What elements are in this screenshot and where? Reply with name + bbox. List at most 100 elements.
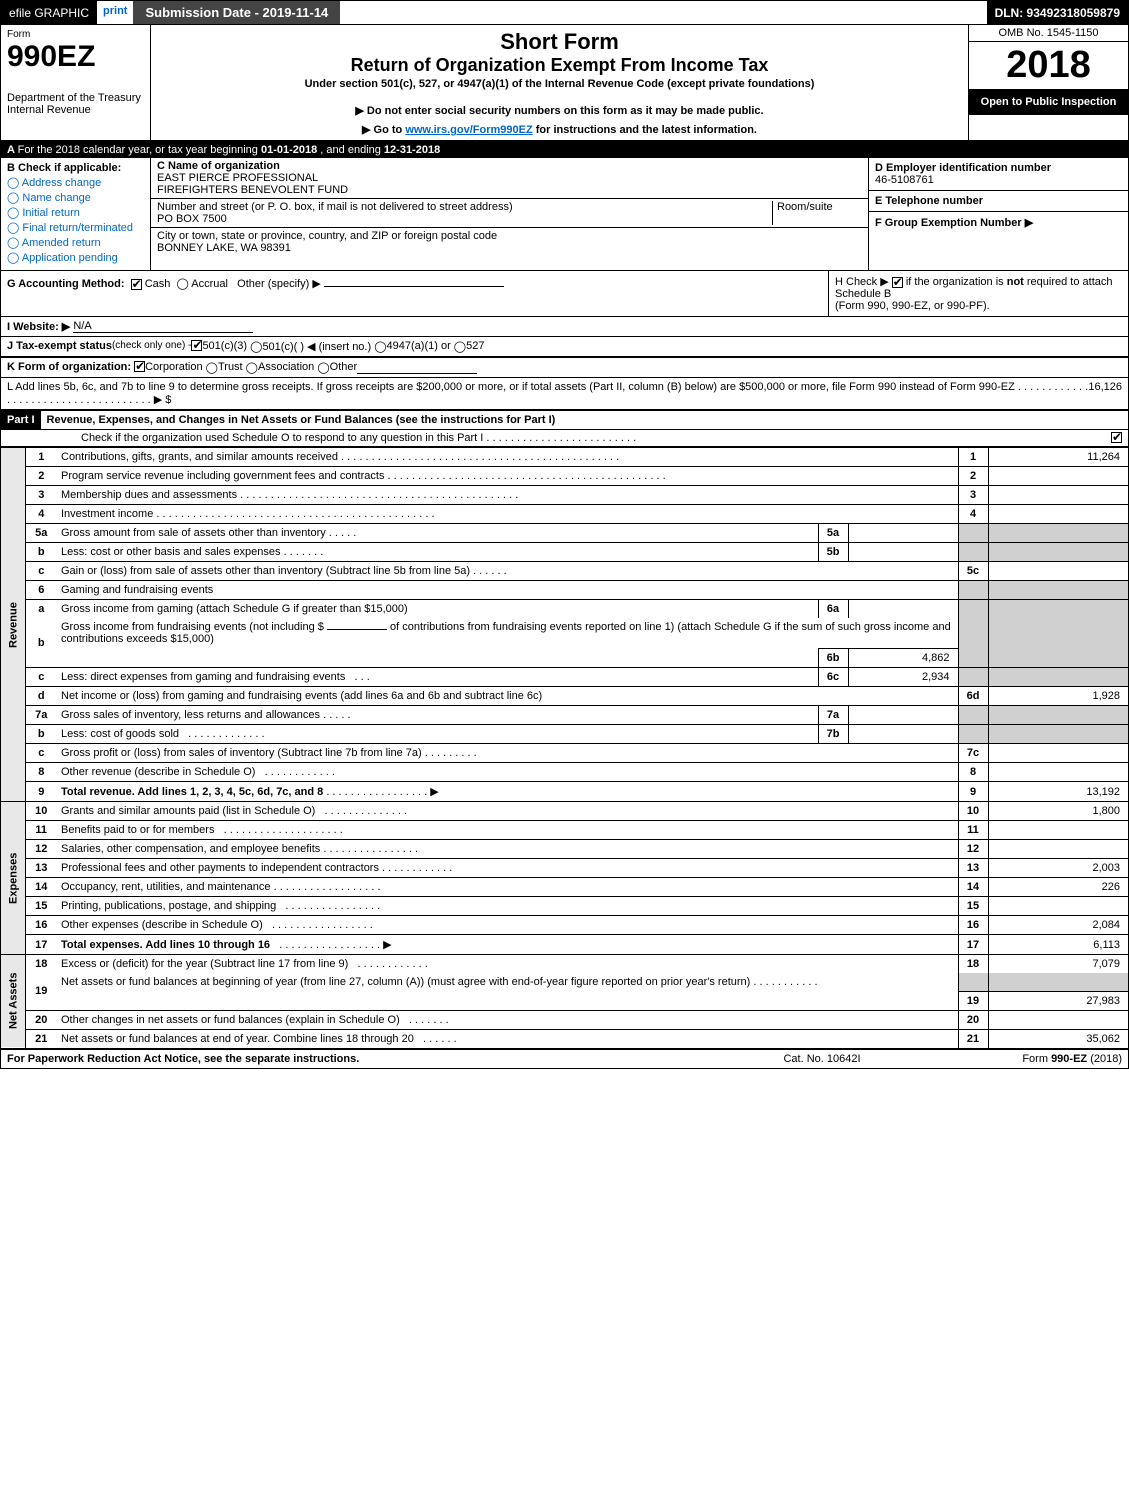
l9-desc: Total revenue. Add lines 1, 2, 3, 4, 5c,… [61, 786, 323, 798]
row-19b: 19 27,983 [1, 991, 1128, 1010]
row-5b: b Less: cost or other basis and sales ex… [1, 543, 1128, 562]
l18-no: 18 [25, 955, 57, 974]
vlabel-netassets: Net Assets [1, 955, 25, 1048]
l17-no: 17 [25, 935, 57, 955]
l11-box: 11 [958, 821, 988, 840]
l8-box: 8 [958, 763, 988, 782]
j-row: J Tax-exempt status (check only one) - 5… [1, 336, 1128, 356]
f-row: F Group Exemption Number ▶ [869, 212, 1128, 233]
k-corp: Corporation [145, 361, 202, 374]
form-header: Form 990EZ Department of the Treasury In… [1, 25, 1128, 142]
l19-box: 19 [958, 991, 988, 1010]
title-return: Return of Organization Exempt From Incom… [159, 55, 960, 76]
l7c-amt [988, 744, 1128, 763]
l7a-greybox [958, 706, 988, 725]
i-row: I Website: ▶ N/A [1, 317, 1128, 336]
footer-right-pre: Form [1022, 1053, 1051, 1065]
l7a-greyamt [988, 706, 1128, 725]
row-20: 20 Other changes in net assets or fund b… [1, 1010, 1128, 1029]
h-cell: H Check ▶ if the organization is not req… [828, 271, 1128, 316]
l5b-greybox [958, 543, 988, 562]
header-center: Short Form Return of Organization Exempt… [151, 25, 968, 140]
l4-desc: Investment income [61, 508, 153, 520]
l9-box: 9 [958, 782, 988, 802]
chk-name-change-label: Name change [22, 192, 91, 204]
l6b-no: b [25, 618, 57, 668]
l19-no: 19 [25, 973, 57, 1010]
l14-amt: 226 [988, 878, 1128, 897]
l6b-amount-field[interactable] [327, 629, 387, 630]
footer: For Paperwork Reduction Act Notice, see … [1, 1048, 1128, 1068]
row-9: 9 Total revenue. Add lines 1, 2, 3, 4, 5… [1, 782, 1128, 802]
row-6a: a Gross income from gaming (attach Sched… [1, 600, 1128, 619]
l6d-amt: 1,928 [988, 687, 1128, 706]
l3-desc: Membership dues and assessments [61, 489, 237, 501]
l10-amt: 1,800 [988, 802, 1128, 821]
row-5c: c Gain or (loss) from sale of assets oth… [1, 562, 1128, 581]
chk-schedule-o[interactable] [1111, 432, 1122, 443]
l17-box: 17 [958, 935, 988, 955]
k-label: K Form of organization: [7, 361, 131, 374]
l1-amt: 11,264 [988, 448, 1128, 467]
period-mid: , and ending [317, 144, 384, 156]
l12-desc: Salaries, other compensation, and employ… [61, 843, 320, 855]
l3-no: 3 [25, 486, 57, 505]
l8-amt [988, 763, 1128, 782]
chk-application-pending[interactable]: ◯ Application pending [7, 251, 144, 264]
period-row: A For the 2018 calendar year, or tax yea… [1, 142, 1128, 158]
efile-label: efile GRAPHIC [1, 1, 97, 24]
k-other-field[interactable] [357, 361, 477, 374]
l5b-sub: 5b [818, 543, 848, 562]
col-def: D Employer identification number 46-5108… [868, 158, 1128, 270]
c-addr-row: Number and street (or P. O. box, if mail… [151, 199, 868, 228]
l8-no: 8 [25, 763, 57, 782]
l5c-no: c [25, 562, 57, 581]
l18-amt: 7,079 [988, 955, 1128, 974]
l12-no: 12 [25, 840, 57, 859]
row-16: 16 Other expenses (describe in Schedule … [1, 916, 1128, 935]
period-begin: 01-01-2018 [261, 144, 317, 156]
row-6d: d Net income or (loss) from gaming and f… [1, 687, 1128, 706]
chk-final-return[interactable]: ◯ Final return/terminated [7, 221, 144, 234]
l6d-desc: Net income or (loss) from gaming and fun… [61, 690, 542, 702]
row-14: 14 Occupancy, rent, utilities, and maint… [1, 878, 1128, 897]
l5a-desc: Gross amount from sale of assets other t… [61, 527, 326, 539]
chk-corporation[interactable] [134, 361, 145, 372]
l1-box: 1 [958, 448, 988, 467]
l15-no: 15 [25, 897, 57, 916]
chk-501c3[interactable] [191, 340, 202, 351]
chk-amended-return[interactable]: ◯ Amended return [7, 236, 144, 249]
l2-no: 2 [25, 467, 57, 486]
b-heading: B Check if applicable: [7, 162, 144, 174]
org-address: PO BOX 7500 [157, 213, 772, 225]
chk-address-change[interactable]: ◯ Address change [7, 176, 144, 189]
row-10: Expenses 10 Grants and similar amounts p… [1, 802, 1128, 821]
l11-no: 11 [25, 821, 57, 840]
org-name-1: EAST PIERCE PROFESSIONAL [157, 172, 862, 184]
l6b-greyamt2 [988, 649, 1128, 668]
l5a-greyamt [988, 524, 1128, 543]
l3-amt [988, 486, 1128, 505]
irs-link[interactable]: www.irs.gov/Form990EZ [405, 124, 532, 136]
chk-cash[interactable] [131, 279, 142, 290]
other-specify-field[interactable] [324, 286, 504, 287]
h-text1: H Check ▶ [835, 276, 889, 288]
l15-amt [988, 897, 1128, 916]
l19-desc: Net assets or fund balances at beginning… [61, 976, 750, 988]
org-city: BONNEY LAKE, WA 98391 [157, 242, 862, 254]
chk-initial-return-label: Initial return [22, 207, 79, 219]
print-link[interactable]: print [97, 1, 133, 24]
form-number: 990EZ [7, 40, 144, 74]
title-short-form: Short Form [159, 29, 960, 55]
l15-desc: Printing, publications, postage, and shi… [61, 900, 276, 912]
chk-h[interactable] [892, 277, 903, 288]
dept-irs: Internal Revenue [7, 104, 144, 116]
l4-no: 4 [25, 505, 57, 524]
dln: DLN: 93492318059879 [987, 1, 1128, 24]
l7a-sub: 7a [818, 706, 848, 725]
l6d-no: d [25, 687, 57, 706]
chk-name-change[interactable]: ◯ Name change [7, 191, 144, 204]
row-15: 15 Printing, publications, postage, and … [1, 897, 1128, 916]
chk-initial-return[interactable]: ◯ Initial return [7, 206, 144, 219]
tax-year: 2018 [969, 42, 1128, 89]
